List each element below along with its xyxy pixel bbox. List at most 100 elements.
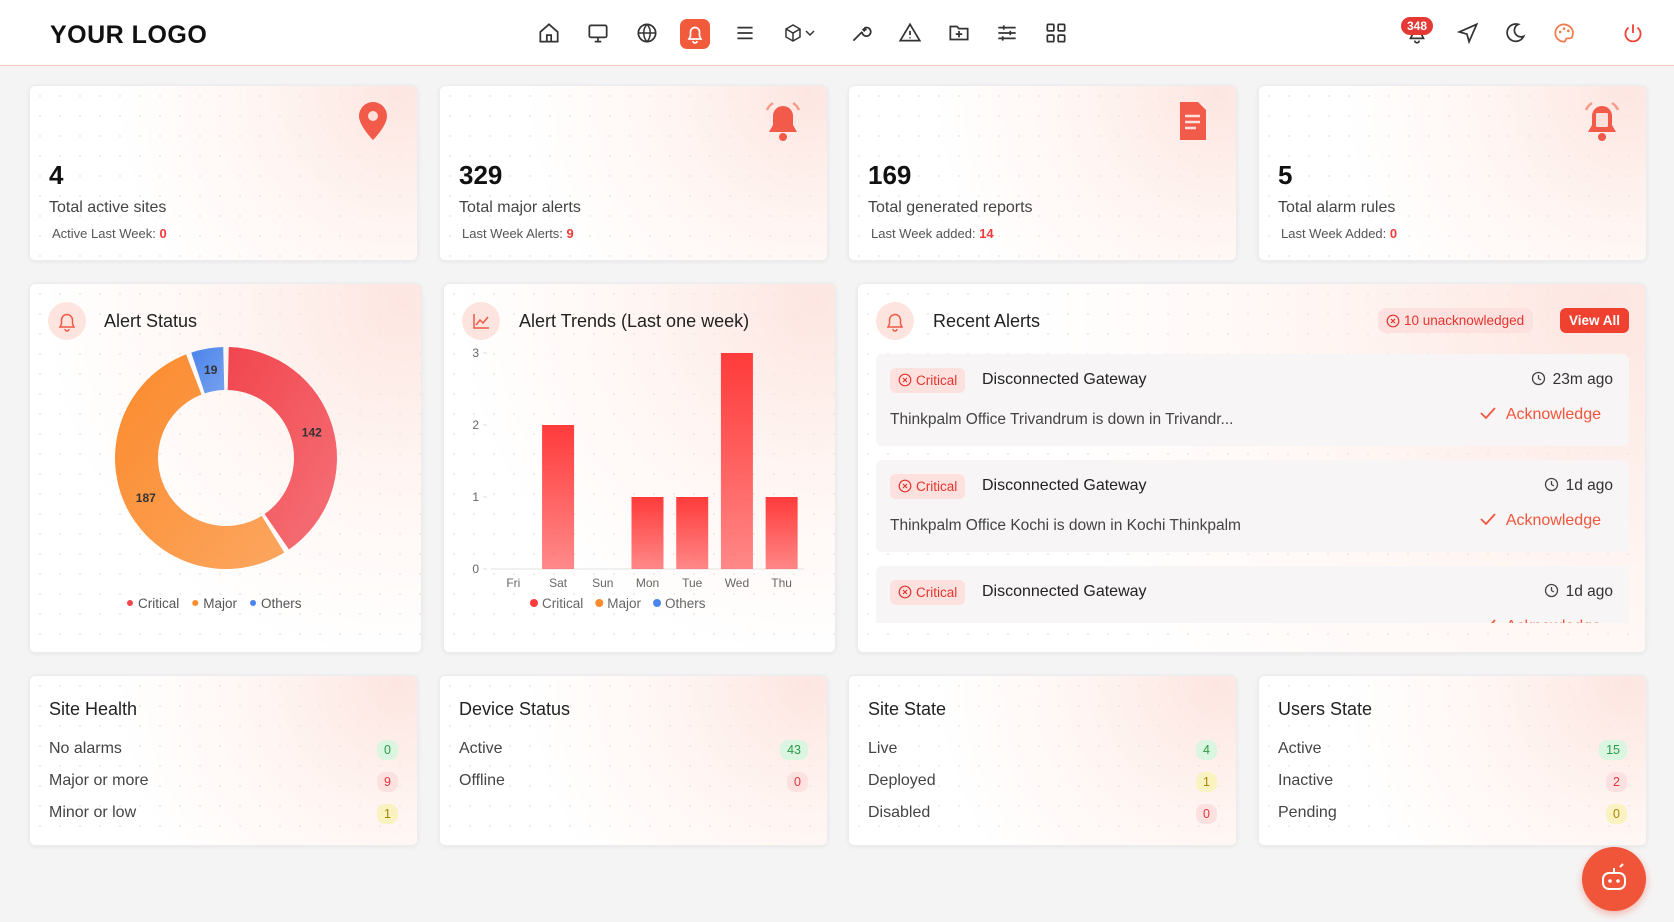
trend-icon: [473, 314, 489, 329]
status-title: Site Health: [49, 699, 138, 719]
send-icon[interactable]: [1455, 20, 1481, 46]
status-label: Active: [1278, 740, 1322, 757]
stat-icon: [1584, 101, 1620, 141]
status-row: Active 43: [459, 740, 808, 762]
card-title: Recent Alerts: [933, 311, 1041, 331]
status-row: Major or more 9: [49, 772, 398, 794]
status-count: 43: [780, 740, 808, 760]
status-label: Active: [459, 740, 503, 757]
severity-pill: Critical: [890, 580, 966, 605]
status-count: 9: [377, 772, 398, 792]
status-row: No alarms 0: [49, 740, 398, 762]
status-row: Inactive 2: [1278, 772, 1627, 794]
stat-label: Total active sites: [49, 199, 167, 216]
power-icon[interactable]: [1620, 20, 1646, 46]
status-card: Users State Active 15 Inactive 2 Pending 0: [1258, 675, 1647, 846]
x-icon: [898, 373, 912, 387]
x-tick-label: Mon: [636, 576, 659, 590]
view-all-button[interactable]: View All: [1560, 308, 1630, 333]
alert-trends-card: Alert Trends (Last one week) 0 1 2 3 Fri Sat S…: [443, 283, 836, 653]
alert-description: Thinkpalm Office Trivandrum is down in T…: [890, 411, 1234, 428]
settings-icon[interactable]: [994, 20, 1020, 46]
y-tick-label: 2: [472, 418, 479, 432]
chat-button[interactable]: [1582, 847, 1646, 911]
unacknowledged-text: 10 unacknowledged: [1404, 313, 1525, 328]
stat-card: 4 Total active sites Active Last Week: 0: [29, 85, 418, 261]
acknowledge-text: Acknowledge: [1506, 618, 1601, 623]
status-count: 1: [1196, 772, 1217, 792]
time-text: 1d ago: [1565, 477, 1613, 494]
bar: [631, 497, 664, 569]
slice-label: 19: [204, 363, 218, 377]
alert-title: Disconnected Gateway: [982, 583, 1147, 600]
card-title: Alert Trends (Last one week): [519, 311, 750, 331]
clock-icon: [1544, 583, 1558, 598]
severity-text: Critical: [916, 373, 958, 388]
slice-label: 187: [136, 491, 156, 505]
stat-card: 5 Total alarm rules Last Week Added: 0: [1258, 85, 1647, 261]
x-tick-label: Tue: [682, 576, 703, 590]
stat-value: 5: [1278, 160, 1293, 190]
recent-alerts-card: Recent Alerts 10 unacknowledged View All…: [857, 283, 1646, 653]
donut-slice: [191, 347, 225, 394]
list-icon[interactable]: [732, 20, 758, 46]
acknowledge-button[interactable]: Acknowledge: [1479, 618, 1601, 623]
status-count: 0: [787, 772, 808, 792]
legend-dot: [595, 599, 604, 607]
alert-title: Disconnected Gateway: [982, 477, 1147, 494]
stat-sub: Active Last Week: 0: [52, 226, 167, 241]
stat-sub-value: 9: [566, 226, 574, 241]
status-label: No alarms: [49, 740, 122, 757]
donut-slice: [114, 354, 285, 569]
grid-icon[interactable]: [1043, 20, 1069, 46]
check-icon: [1480, 513, 1496, 526]
wrench-icon[interactable]: [848, 20, 874, 46]
box-icon[interactable]: [782, 20, 822, 46]
status-title: Device Status: [459, 699, 571, 719]
legend-dot: [250, 600, 257, 606]
status-card: Site State Live 4 Deployed 1 Disabled 0: [848, 675, 1237, 846]
status-count: 0: [1606, 804, 1627, 824]
legend-label: Others: [665, 596, 706, 611]
y-tick-label: 1: [472, 490, 479, 504]
warning-icon[interactable]: [897, 20, 923, 46]
stat-card: 329 Total major alerts Last Week Alerts: 9: [439, 85, 828, 261]
acknowledge-button[interactable]: Acknowledge: [1479, 406, 1601, 424]
stat-sub: Last Week Added: 0: [1281, 226, 1397, 241]
stat-value: 169: [868, 160, 912, 190]
bot-icon: [1602, 863, 1626, 890]
bar: [676, 497, 709, 569]
globe-icon[interactable]: [634, 20, 660, 46]
folder-icon[interactable]: [946, 20, 972, 46]
status-label: Minor or low: [49, 804, 137, 821]
status-count: 0: [1196, 804, 1217, 824]
status-row: Minor or low 1: [49, 804, 398, 826]
palette-icon[interactable]: [1551, 20, 1577, 46]
status-count: 15: [1599, 740, 1627, 760]
alerts-icon[interactable]: [680, 19, 710, 49]
stat-card: 169 Total generated reports Last Week adde…: [848, 85, 1237, 261]
legend-label: Major: [203, 596, 237, 611]
stat-sub-label: Active Last Week:: [52, 226, 156, 241]
bell-icon: [886, 313, 904, 332]
alert-list: Critical Disconnected Gateway 23m ago Think…: [858, 354, 1645, 623]
check-icon: [1480, 407, 1496, 420]
acknowledge-text: Acknowledge: [1505, 512, 1601, 529]
theme-icon[interactable]: [1502, 20, 1528, 46]
home-icon[interactable]: [536, 20, 562, 46]
card-icon: [48, 302, 86, 340]
status-card: Site Health No alarms 0 Major or more 9 Minor…: [29, 675, 418, 846]
status-count: 4: [1196, 740, 1217, 760]
x-tick-label: Fri: [506, 576, 520, 590]
stat-icon: [1180, 102, 1206, 140]
monitor-icon[interactable]: [585, 20, 611, 46]
clock-icon: [1531, 371, 1545, 386]
logo: YOUR LOGO: [50, 21, 208, 49]
bar: [765, 497, 798, 569]
status-label: Live: [868, 740, 898, 757]
acknowledge-button[interactable]: Acknowledge: [1479, 512, 1601, 530]
stat-value: 329: [459, 160, 503, 190]
severity-pill: Critical: [890, 368, 966, 393]
stat-label: Total alarm rules: [1278, 199, 1396, 216]
